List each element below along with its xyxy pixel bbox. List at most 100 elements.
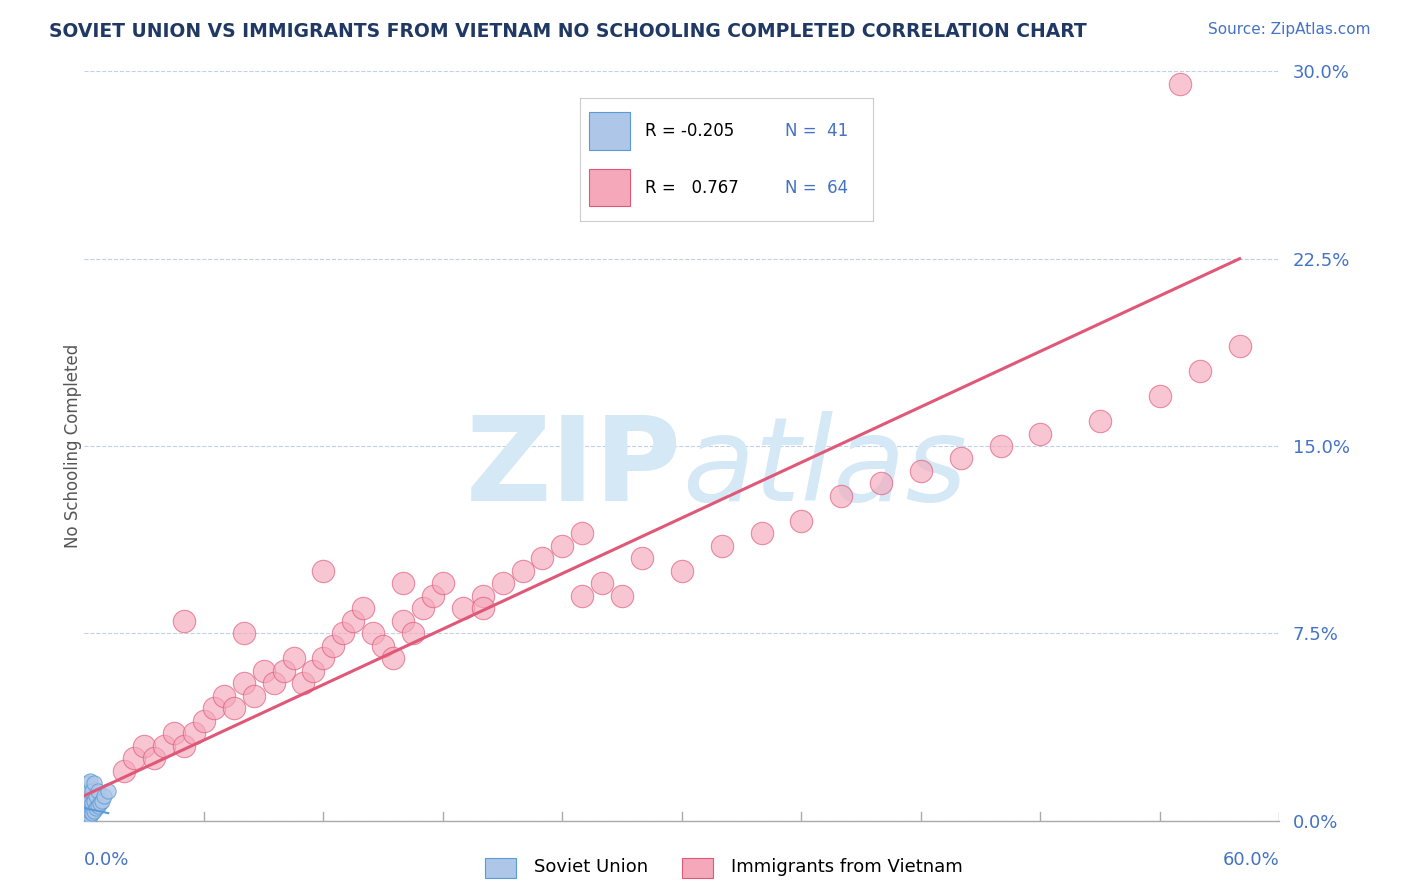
Point (392, 576, 415, 591)
Point (87, 798, 110, 813)
Point (263, 676, 285, 690)
Point (591, 576, 613, 591)
Point (153, 739, 176, 753)
Point (551, 539, 574, 553)
Point (77, 804, 100, 818)
Point (112, 764, 135, 778)
Point (242, 689, 264, 703)
Point (77, 789, 100, 803)
Point (1149, 389, 1171, 403)
Point (79, 773, 101, 788)
Point (75, 789, 97, 803)
Point (571, 526, 593, 541)
Point (163, 726, 186, 740)
Point (75, 794, 97, 808)
Point (86, 789, 108, 803)
Point (91, 794, 114, 808)
Point (93, 789, 115, 803)
Text: Immigrants from Vietnam: Immigrants from Vietnam (731, 858, 963, 876)
Point (451, 601, 474, 615)
Point (412, 601, 434, 615)
Point (77, 808, 100, 822)
Point (402, 626, 425, 640)
Text: 0.0%: 0.0% (84, 851, 129, 869)
Point (97, 783, 120, 797)
Point (361, 626, 384, 640)
Point (751, 526, 773, 541)
Text: Soviet Union: Soviet Union (534, 858, 648, 876)
Point (77, 794, 100, 808)
Point (87, 783, 110, 797)
Point (710, 539, 733, 553)
Point (471, 601, 494, 615)
Point (75, 808, 97, 822)
Point (89, 796, 111, 810)
Point (273, 664, 295, 678)
Point (75, 791, 97, 805)
Point (949, 451, 972, 466)
Point (471, 589, 494, 603)
Point (75, 798, 97, 813)
Point (173, 614, 195, 628)
Point (392, 614, 415, 628)
Point (302, 664, 325, 678)
Point (77, 783, 100, 797)
Point (790, 514, 813, 528)
Text: SOVIET UNION VS IMMIGRANTS FROM VIETNAM NO SCHOOLING COMPLETED CORRELATION CHART: SOVIET UNION VS IMMIGRANTS FROM VIETNAM … (49, 22, 1087, 41)
Point (1090, 414, 1112, 428)
Point (990, 439, 1012, 453)
Point (202, 701, 225, 715)
Point (222, 701, 245, 715)
Point (432, 576, 454, 591)
Point (373, 639, 395, 653)
Point (512, 564, 534, 578)
Point (232, 626, 254, 640)
Point (571, 589, 593, 603)
Point (86, 801, 108, 815)
Point (232, 676, 254, 690)
Point (75, 796, 97, 810)
Point (79, 794, 101, 808)
Point (830, 489, 852, 503)
Point (132, 739, 156, 753)
Point (79, 808, 101, 822)
Point (193, 714, 215, 728)
Point (75, 806, 97, 821)
Point (77, 798, 100, 813)
Point (77, 796, 100, 810)
Point (183, 726, 205, 740)
Point (312, 564, 335, 578)
Point (352, 601, 374, 615)
Point (382, 651, 405, 665)
Y-axis label: No Schooling Completed: No Schooling Completed (65, 344, 82, 548)
Point (422, 589, 444, 603)
Point (75, 801, 97, 815)
Point (75, 804, 97, 818)
Point (77, 776, 100, 790)
Point (77, 806, 100, 821)
Point (342, 614, 364, 628)
Point (1229, 339, 1251, 353)
Point (79, 798, 101, 813)
Point (143, 751, 166, 765)
Point (83, 794, 105, 808)
Point (1168, 77, 1191, 91)
Point (492, 576, 515, 591)
Point (75, 811, 97, 825)
Point (253, 664, 276, 678)
Point (173, 739, 195, 753)
Text: atlas: atlas (682, 411, 967, 525)
Point (671, 564, 693, 578)
Point (83, 776, 105, 790)
Point (122, 751, 145, 765)
Point (910, 464, 932, 478)
Point (77, 801, 100, 815)
Point (870, 476, 893, 491)
Point (82, 806, 104, 821)
Point (322, 639, 344, 653)
Point (292, 676, 315, 690)
Point (79, 804, 101, 818)
Point (1029, 426, 1052, 441)
Text: ZIP: ZIP (465, 411, 682, 526)
Point (312, 651, 335, 665)
